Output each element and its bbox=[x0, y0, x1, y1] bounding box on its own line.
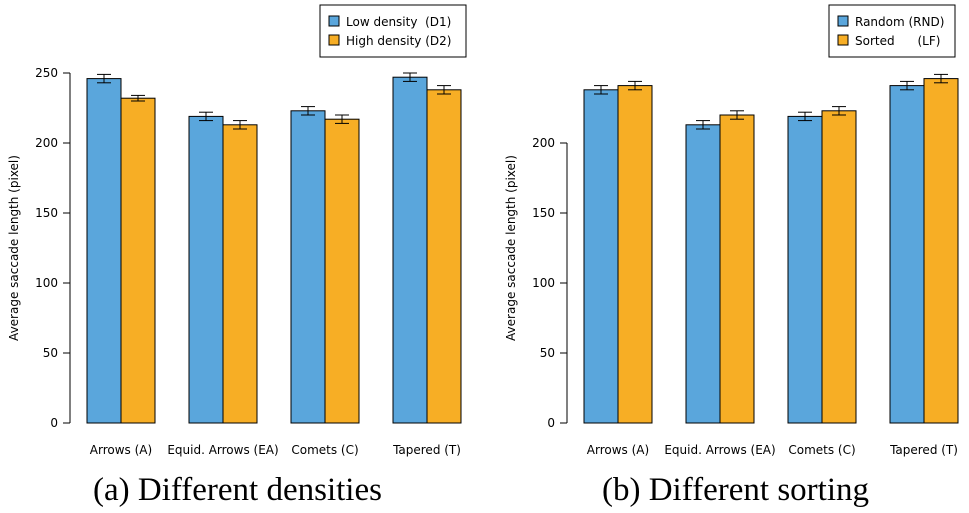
y-tick-label: 0 bbox=[50, 416, 58, 430]
legend-swatch bbox=[837, 34, 849, 46]
y-tick-label: 250 bbox=[35, 66, 58, 80]
x-category-label: Comets (C) bbox=[788, 443, 855, 457]
bar bbox=[324, 118, 360, 424]
legend-box bbox=[319, 4, 467, 58]
bar bbox=[120, 97, 156, 424]
legend-swatch bbox=[328, 34, 340, 46]
panel-a-chart: 0 50 100 150 200 250 Average saccade length (p… bbox=[7, 4, 467, 457]
bar bbox=[426, 89, 462, 424]
legend-label: Random (RND) bbox=[855, 15, 944, 29]
legend-label: Low density (D1) bbox=[346, 15, 451, 29]
x-category-label: Tapered (T) bbox=[392, 443, 461, 457]
bar bbox=[188, 115, 224, 424]
bar bbox=[86, 78, 122, 424]
bar bbox=[821, 110, 857, 424]
x-category-label: Equid. Arrows (EA) bbox=[167, 443, 278, 457]
y-tick-label: 50 bbox=[43, 346, 58, 360]
bar bbox=[290, 110, 326, 424]
legend-label: Sorted (LF) bbox=[855, 34, 940, 48]
legend-swatch bbox=[837, 15, 849, 27]
bar bbox=[787, 115, 823, 424]
y-tick-label: 0 bbox=[547, 416, 555, 430]
bar bbox=[617, 85, 653, 424]
y-axis-label: Average saccade length (pixel) bbox=[504, 155, 518, 341]
legend-swatch bbox=[328, 15, 340, 27]
x-category-label: Tapered (T) bbox=[889, 443, 958, 457]
bar bbox=[685, 124, 721, 424]
bar bbox=[889, 85, 925, 424]
panel-a-caption: (a) Different densities bbox=[93, 472, 382, 508]
y-tick-label: 150 bbox=[35, 206, 58, 220]
panel-b-chart: 0 50 100 150 200 Average saccade length (pixe… bbox=[504, 4, 959, 457]
bar bbox=[923, 78, 959, 424]
bar bbox=[392, 76, 428, 424]
x-category-label: Arrows (A) bbox=[587, 443, 649, 457]
y-axis-label: Average saccade length (pixel) bbox=[7, 155, 21, 341]
x-category-label: Arrows (A) bbox=[90, 443, 152, 457]
y-tick-label: 100 bbox=[532, 276, 555, 290]
y-tick-label: 200 bbox=[532, 136, 555, 150]
panel-b-caption: (b) Different sorting bbox=[602, 472, 869, 508]
y-tick-label: 100 bbox=[35, 276, 58, 290]
bar bbox=[719, 114, 755, 424]
legend-label: High density (D2) bbox=[346, 34, 451, 48]
y-tick-label: 200 bbox=[35, 136, 58, 150]
y-tick-label: 150 bbox=[532, 206, 555, 220]
y-tick-label: 50 bbox=[540, 346, 555, 360]
x-category-label: Comets (C) bbox=[291, 443, 358, 457]
bar bbox=[222, 124, 258, 424]
legend-box bbox=[828, 4, 956, 58]
bar bbox=[583, 89, 619, 424]
x-category-label: Equid. Arrows (EA) bbox=[664, 443, 775, 457]
